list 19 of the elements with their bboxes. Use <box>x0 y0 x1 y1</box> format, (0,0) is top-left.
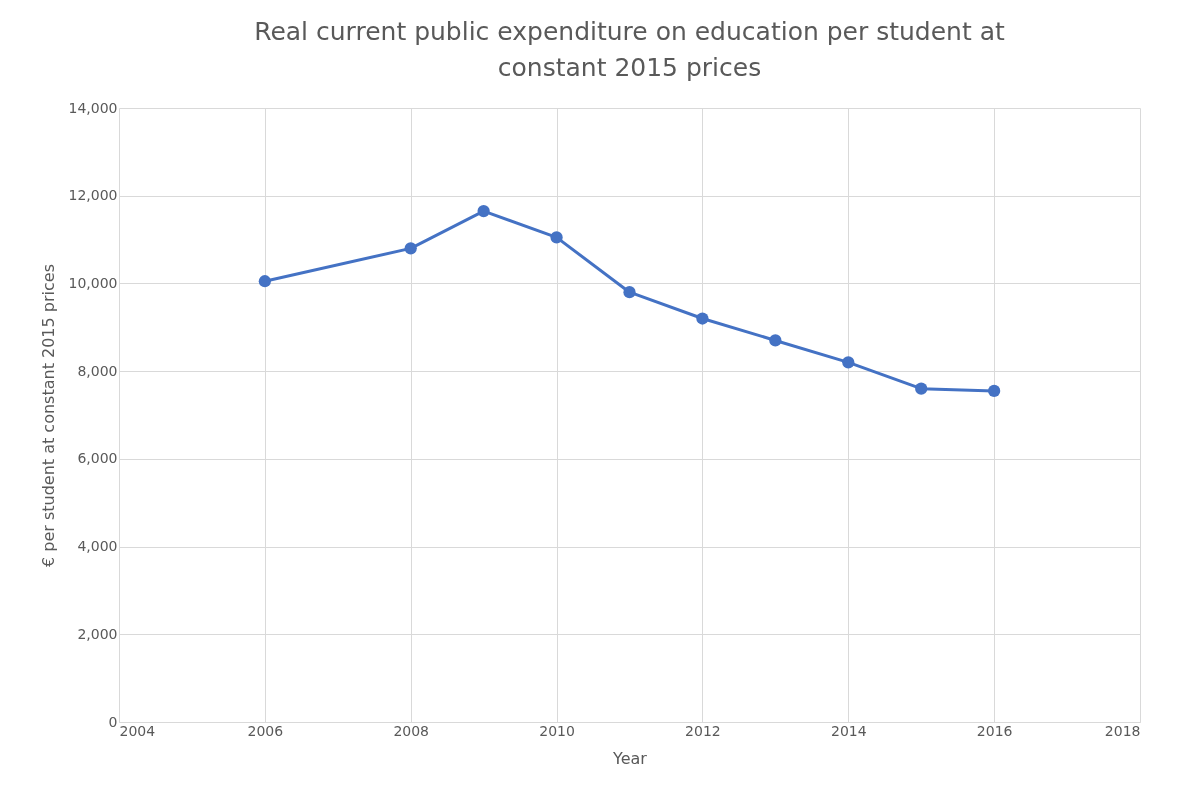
x-axis-title: Year <box>612 748 648 768</box>
x-tick-label: 2012 <box>685 722 721 739</box>
x-tick-label: 2008 <box>393 722 430 739</box>
y-tick-label: 4,000 <box>77 538 118 555</box>
y-tick-label: 12,000 <box>68 187 118 204</box>
y-tick-label: 6,000 <box>77 450 118 467</box>
y-tick-label: 2,000 <box>77 625 118 642</box>
x-tick-label: 2010 <box>539 722 575 739</box>
y-tick-label: 10,000 <box>68 274 118 291</box>
x-tick-label: 2004 <box>119 722 156 739</box>
chart-title: Real current public expenditure on education per student at constant 2015 prices <box>254 17 1006 82</box>
x-tick-label: 2016 <box>976 722 1013 739</box>
y-tick-label: 0 <box>108 713 118 730</box>
y-tick-label: 8,000 <box>77 362 118 379</box>
x-tick-label: 2018 <box>1104 722 1141 739</box>
y-axis-title: € per student at constant 2015 prices <box>38 264 58 567</box>
x-tick-label: 2006 <box>247 722 284 739</box>
y-tick-label: 14,000 <box>68 99 118 116</box>
x-tick-label: 2014 <box>830 722 867 739</box>
